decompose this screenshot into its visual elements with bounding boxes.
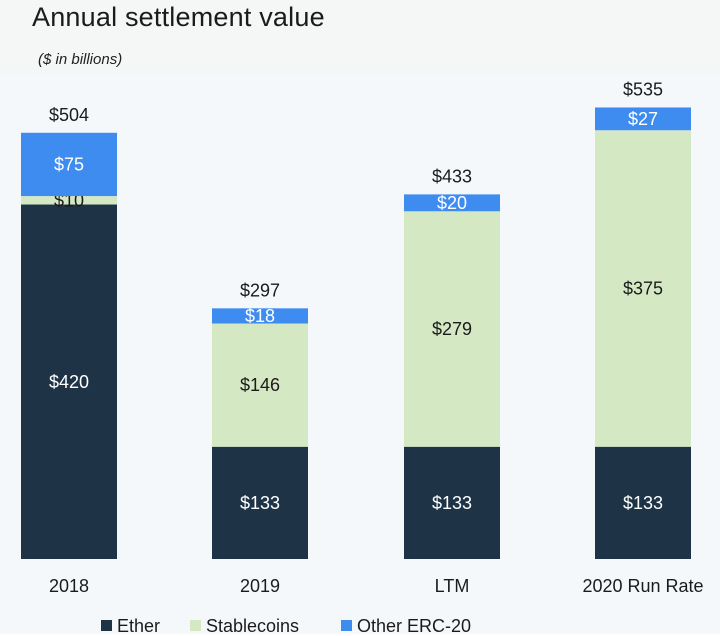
- legend-label-other-erc-20: Other ERC-20: [357, 616, 471, 636]
- x-tick-label-ltm: LTM: [435, 576, 470, 596]
- bar-2020-run-rate-stablecoins: [595, 130, 691, 447]
- total-label-2020-run-rate: $535: [623, 79, 663, 99]
- legend-swatch-stablecoins: [190, 620, 201, 631]
- total-label-2019: $297: [240, 280, 280, 300]
- x-tick-label-2019: 2019: [240, 576, 280, 596]
- bar-2018-other-erc-20: [21, 132, 117, 197]
- bar-2018-ether: [21, 204, 117, 559]
- bar-2020-run-rate-other-erc-20: [595, 107, 691, 131]
- bar-ltm-stablecoins: [404, 211, 500, 447]
- data-label-2020-run-rate-other-erc-20: $27: [628, 109, 658, 129]
- chart-title: Annual settlement value: [32, 2, 325, 32]
- data-label-2019-other-erc-20: $18: [245, 306, 275, 326]
- data-label-ltm-ether: $133: [432, 493, 472, 513]
- chart-header: [0, 0, 720, 74]
- bar-2020-run-rate-ether: [595, 446, 691, 559]
- legend-label-ether: Ether: [117, 616, 160, 636]
- data-label-2020-run-rate-ether: $133: [623, 493, 663, 513]
- bar-2019-other-erc-20: [212, 308, 308, 324]
- data-label-2018-ether: $420: [49, 372, 89, 392]
- data-label-2019-ether: $133: [240, 493, 280, 513]
- x-tick-label-2020-run-rate: 2020 Run Rate: [582, 576, 703, 596]
- data-label-ltm-other-erc-20: $20: [437, 193, 467, 213]
- x-tick-label-2018: 2018: [49, 576, 89, 596]
- data-label-2019-stablecoins: $146: [240, 375, 280, 395]
- total-label-2018: $504: [49, 105, 89, 125]
- bar-ltm-ether: [404, 446, 500, 559]
- legend-swatch-ether: [101, 620, 112, 631]
- legend-swatch-other-erc-20: [341, 620, 352, 631]
- legend-label-stablecoins: Stablecoins: [206, 616, 299, 636]
- bar-2018-stablecoins: [21, 196, 117, 205]
- chart-subtitle: ($ in billions): [38, 51, 123, 68]
- data-label-2020-run-rate-stablecoins: $375: [623, 278, 663, 298]
- total-label-ltm: $433: [432, 166, 472, 186]
- data-label-ltm-stablecoins: $279: [432, 319, 472, 339]
- bar-2019-stablecoins: [212, 323, 308, 447]
- data-label-2018-other-erc-20: $75: [54, 154, 84, 174]
- bar-2019-ether: [212, 446, 308, 559]
- bar-ltm-other-erc-20: [404, 194, 500, 212]
